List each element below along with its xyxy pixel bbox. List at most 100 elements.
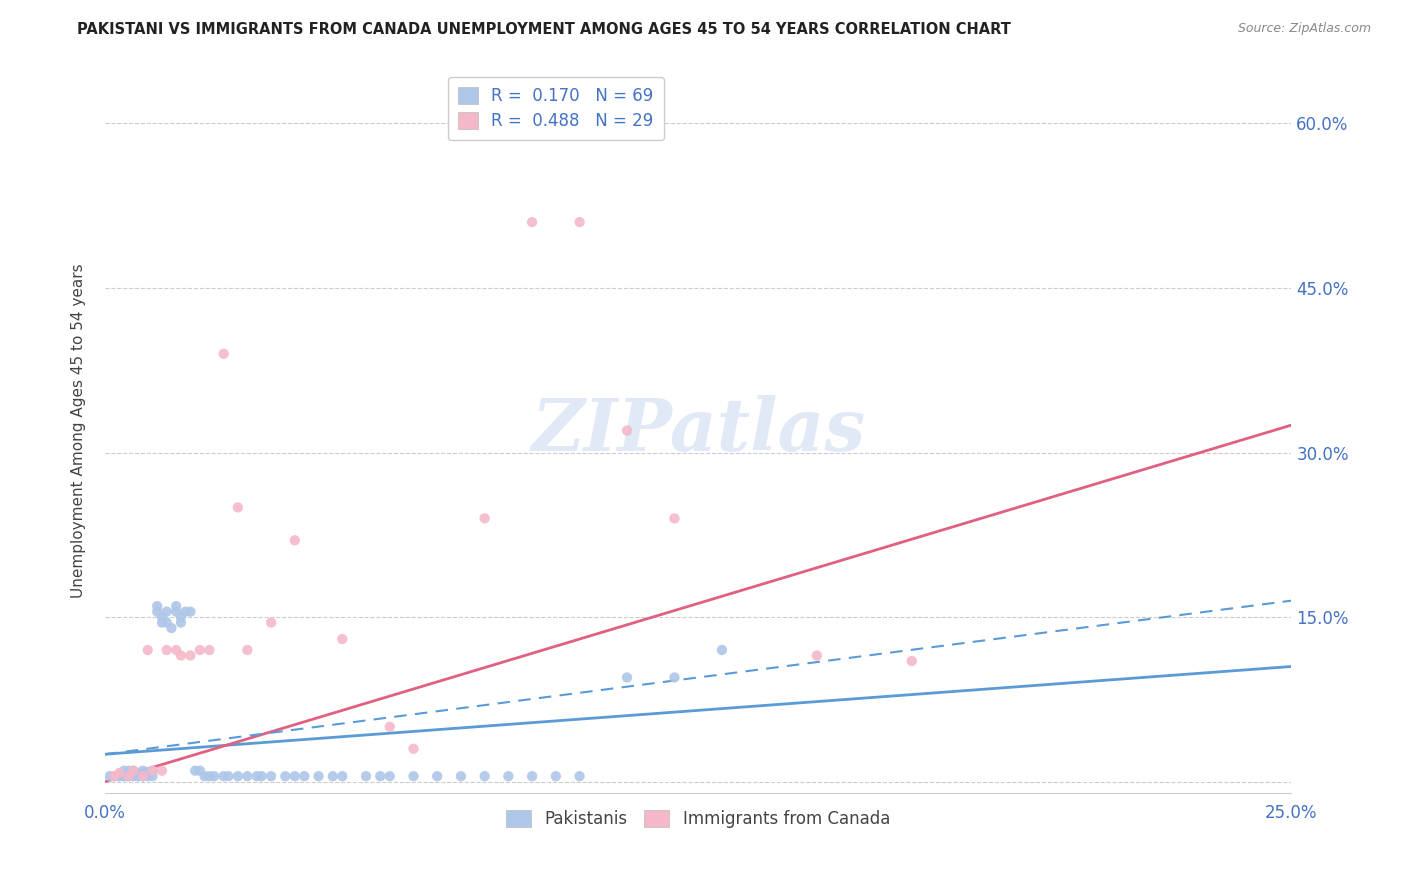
Point [202, 769, 225, 783]
Point [194, 769, 217, 783]
Point [136, 765, 159, 780]
Point [108, 769, 131, 783]
Point [165, 643, 187, 657]
Point [806, 648, 828, 663]
Point [132, 769, 155, 783]
Point [520, 215, 543, 229]
Point [568, 769, 591, 783]
Point [108, 765, 131, 780]
Legend: Pakistanis, Immigrants from Canada: Pakistanis, Immigrants from Canada [499, 804, 897, 835]
Point [112, 769, 135, 783]
Point [112, 769, 135, 783]
Point [236, 643, 259, 657]
Point [122, 764, 145, 778]
Point [260, 615, 283, 630]
Point [174, 605, 197, 619]
Point [474, 769, 496, 783]
Point [108, 769, 131, 783]
Point [250, 769, 273, 783]
Point [520, 769, 543, 783]
Point [188, 643, 211, 657]
Point [217, 769, 239, 783]
Text: Source: ZipAtlas.com: Source: ZipAtlas.com [1237, 22, 1371, 36]
Point [236, 769, 259, 783]
Point [160, 621, 183, 635]
Point [132, 769, 155, 783]
Point [122, 765, 145, 780]
Point [165, 599, 187, 614]
Point [368, 769, 391, 783]
Point [118, 769, 141, 783]
Point [165, 605, 187, 619]
Point [132, 764, 155, 778]
Point [664, 670, 686, 684]
Y-axis label: Unemployment Among Ages 45 to 54 years: Unemployment Among Ages 45 to 54 years [72, 263, 86, 598]
Point [118, 769, 141, 783]
Point [246, 769, 269, 783]
Point [112, 764, 135, 778]
Point [402, 769, 425, 783]
Point [292, 769, 315, 783]
Point [118, 764, 141, 778]
Point [450, 769, 472, 783]
Point [141, 764, 163, 778]
Point [118, 769, 141, 783]
Point [150, 615, 173, 630]
Point [900, 654, 922, 668]
Point [330, 632, 353, 646]
Point [127, 765, 149, 780]
Point [103, 769, 125, 783]
Point [616, 670, 638, 684]
Point [141, 769, 163, 783]
Text: PAKISTANI VS IMMIGRANTS FROM CANADA UNEMPLOYMENT AMONG AGES 45 TO 54 YEARS CORRE: PAKISTANI VS IMMIGRANTS FROM CANADA UNEM… [77, 22, 1011, 37]
Point [544, 769, 567, 783]
Point [141, 764, 163, 778]
Point [710, 643, 733, 657]
Point [127, 769, 149, 783]
Point [260, 769, 283, 783]
Point [146, 605, 169, 619]
Point [226, 500, 249, 515]
Point [150, 764, 173, 778]
Point [402, 741, 425, 756]
Point [156, 605, 179, 619]
Point [170, 648, 193, 663]
Point [179, 648, 201, 663]
Point [198, 643, 221, 657]
Point [378, 720, 401, 734]
Point [156, 615, 179, 630]
Point [170, 610, 193, 624]
Point [274, 769, 297, 783]
Point [426, 769, 449, 783]
Point [156, 643, 179, 657]
Point [308, 769, 330, 783]
Point [150, 610, 173, 624]
Point [226, 769, 249, 783]
Point [170, 615, 193, 630]
Point [498, 769, 520, 783]
Point [378, 769, 401, 783]
Point [136, 769, 159, 783]
Text: ZIPatlas: ZIPatlas [531, 395, 865, 467]
Point [212, 769, 235, 783]
Point [132, 769, 155, 783]
Point [198, 769, 221, 783]
Point [322, 769, 344, 783]
Point [330, 769, 353, 783]
Point [184, 764, 207, 778]
Point [212, 347, 235, 361]
Point [136, 643, 159, 657]
Point [98, 769, 121, 783]
Point [122, 764, 145, 778]
Point [146, 599, 169, 614]
Point [616, 424, 638, 438]
Point [664, 511, 686, 525]
Point [122, 769, 145, 783]
Point [284, 533, 307, 548]
Point [127, 769, 149, 783]
Point [188, 764, 211, 778]
Point [103, 769, 125, 783]
Point [474, 511, 496, 525]
Point [284, 769, 307, 783]
Point [568, 215, 591, 229]
